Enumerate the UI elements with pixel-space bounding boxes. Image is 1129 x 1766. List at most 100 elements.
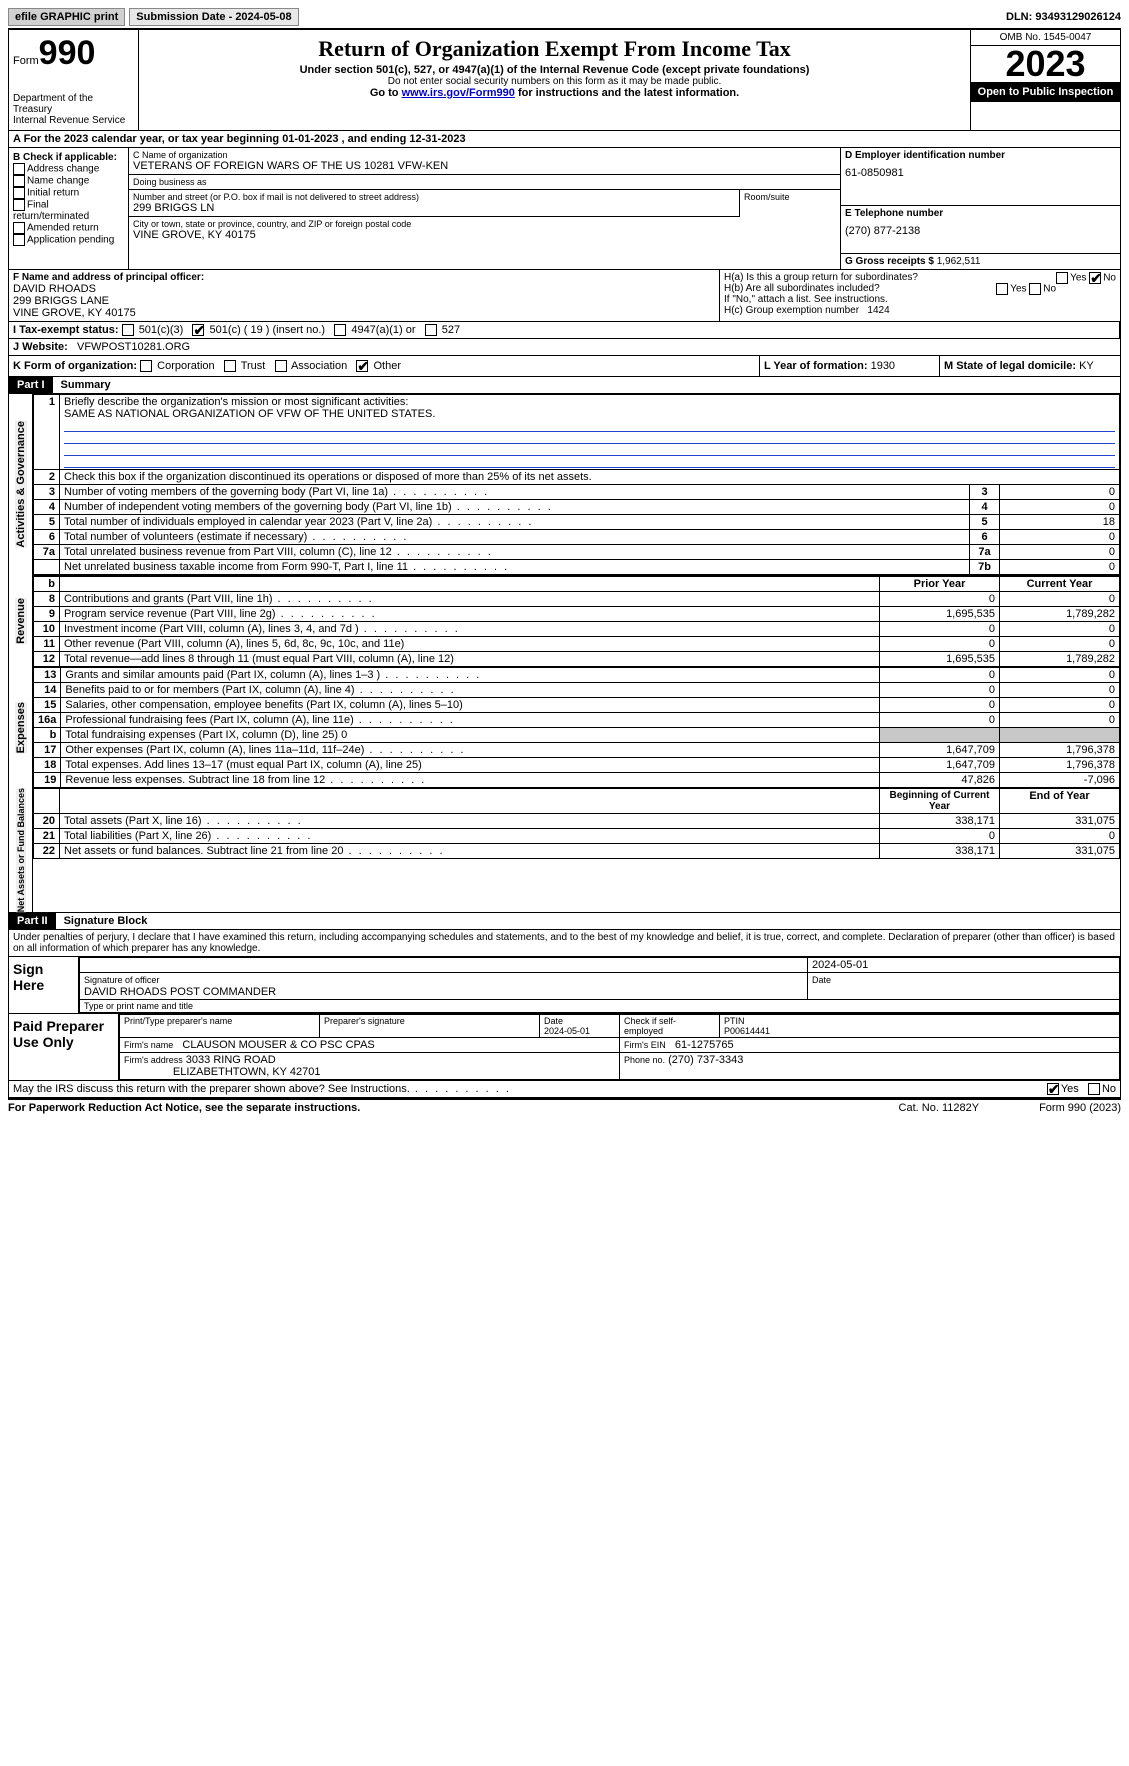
dba-label: Doing business as [133, 177, 836, 187]
exp-row: 17Other expenses (Part IX, column (A), l… [34, 743, 1120, 758]
hdr-prior: Prior Year [880, 576, 1000, 592]
opt-527: 527 [442, 324, 460, 336]
website-value: VFWPOST10281.ORG [77, 341, 190, 353]
gov-row: 7aTotal unrelated business revenue from … [34, 545, 1120, 560]
gov-val: 0 [1000, 500, 1120, 515]
form-header: Form990 Department of the Treasury Inter… [8, 30, 1121, 131]
check-assoc[interactable] [275, 360, 287, 372]
check-501c3[interactable] [122, 324, 134, 336]
opt-trust: Trust [241, 360, 266, 372]
side-revenue: Revenue [15, 598, 27, 644]
irs-link[interactable]: www.irs.gov/Form990 [402, 87, 515, 99]
opt-501c3: 501(c)(3) [139, 324, 184, 336]
hb-yes-check[interactable] [996, 283, 1008, 295]
firm-phone: (270) 737-3343 [668, 1054, 743, 1066]
gov-snum: 7b [970, 560, 1000, 575]
gov-row: 4Number of independent voting members of… [34, 500, 1120, 515]
row-a-taxyear: A For the 2023 calendar year, or tax yea… [8, 131, 1121, 148]
goto-post: for instructions and the latest informat… [515, 87, 739, 99]
rev-row: 11Other revenue (Part VIII, column (A), … [34, 637, 1120, 652]
paid-preparer-label: Paid Preparer Use Only [9, 1014, 119, 1080]
check-corp[interactable] [140, 360, 152, 372]
check-app-pending[interactable] [13, 234, 25, 246]
exp-curr [1000, 728, 1120, 743]
check-4947[interactable] [334, 324, 346, 336]
revenue-table: bPrior YearCurrent Year 8Contributions a… [33, 575, 1120, 667]
hdr-curr: Current Year [1000, 576, 1120, 592]
hb-no: No [1043, 284, 1056, 295]
ptin-value: P00614441 [724, 1026, 770, 1036]
exp-text: Total expenses. Add lines 13–17 (must eq… [61, 758, 880, 773]
gov-text: Total number of volunteers (estimate if … [60, 530, 970, 545]
hc-value: 1424 [867, 305, 889, 316]
gross-value: 1,962,511 [937, 256, 981, 267]
exp-prior: 1,647,709 [880, 743, 1000, 758]
prep-date-label: Date [544, 1016, 563, 1026]
exp-text: Salaries, other compensation, employee b… [61, 698, 880, 713]
gov-row: 5Total number of individuals employed in… [34, 515, 1120, 530]
hb-label: H(b) Are all subordinates included? [724, 283, 880, 294]
ptin-label: PTIN [724, 1016, 745, 1026]
gov-row: 3Number of voting members of the governi… [34, 485, 1120, 500]
opt-corp: Corporation [157, 360, 214, 372]
row-j-label: J Website: [13, 341, 68, 353]
rev-prior: 0 [880, 622, 1000, 637]
self-emp-label: Check if self-employed [624, 1016, 676, 1036]
check-trust[interactable] [224, 360, 236, 372]
exp-row: 14Benefits paid to or for members (Part … [34, 683, 1120, 698]
gov-text: Total number of individuals employed in … [60, 515, 970, 530]
part1-title: Summary [53, 377, 119, 393]
check-other[interactable] [356, 360, 368, 372]
discuss-no-check[interactable] [1088, 1083, 1100, 1095]
exp-text: Other expenses (Part IX, column (A), lin… [61, 743, 880, 758]
row-l-label: L Year of formation: [764, 360, 868, 372]
check-amended[interactable] [13, 222, 25, 234]
ha-no-check[interactable] [1089, 272, 1101, 284]
firm-addr: 3033 RING ROAD [186, 1054, 276, 1066]
form-number: 990 [39, 34, 96, 72]
netassets-table: Beginning of Current YearEnd of Year 20T… [33, 788, 1120, 859]
exp-curr: 0 [1000, 683, 1120, 698]
rev-text: Investment income (Part VIII, column (A)… [60, 622, 880, 637]
rev-prior: 0 [880, 637, 1000, 652]
hdr-begin: Beginning of Current Year [880, 789, 1000, 814]
net-curr: 331,075 [1000, 844, 1120, 859]
discuss-yes: Yes [1061, 1083, 1079, 1095]
side-netassets: Net Assets or Fund Balances [16, 788, 26, 912]
check-final-return[interactable] [13, 199, 25, 211]
officer-addr2: VINE GROVE, KY 40175 [13, 307, 715, 319]
expenses-table: 13Grants and similar amounts paid (Part … [33, 667, 1120, 788]
l2-text: Check this box if the organization disco… [60, 470, 1120, 485]
rev-prior: 1,695,535 [880, 652, 1000, 667]
ha-no: No [1103, 273, 1116, 284]
opt-501c: 501(c) ( 19 ) (insert no.) [210, 324, 326, 336]
rev-text: Total revenue—add lines 8 through 11 (mu… [60, 652, 880, 667]
check-501c[interactable] [192, 324, 204, 336]
governance-table: 1 Briefly describe the organization's mi… [33, 394, 1120, 575]
cat-no: Cat. No. 11282Y [899, 1102, 980, 1114]
gov-text: Number of voting members of the governin… [60, 485, 970, 500]
check-initial-return[interactable] [13, 187, 25, 199]
hb-no-check[interactable] [1029, 283, 1041, 295]
rev-text: Other revenue (Part VIII, column (A), li… [60, 637, 880, 652]
efile-button[interactable]: efile GRAPHIC print [8, 8, 125, 26]
net-row: 22Net assets or fund balances. Subtract … [34, 844, 1120, 859]
state-domicile: KY [1079, 360, 1094, 372]
hdr-end: End of Year [1000, 789, 1120, 814]
lbl-amended: Amended return [27, 223, 99, 234]
net-text: Net assets or fund balances. Subtract li… [60, 844, 880, 859]
exp-row: 15Salaries, other compensation, employee… [34, 698, 1120, 713]
hc-label: H(c) Group exemption number [724, 305, 859, 316]
dept-treasury: Department of the Treasury [13, 93, 134, 115]
discuss-yes-check[interactable] [1047, 1083, 1059, 1095]
net-text: Total assets (Part X, line 16) [60, 814, 880, 829]
opt-other: Other [373, 360, 401, 372]
check-name-change[interactable] [13, 175, 25, 187]
prep-name-label: Print/Type preparer's name [120, 1015, 320, 1038]
check-address-change[interactable] [13, 163, 25, 175]
ha-yes-check[interactable] [1056, 272, 1068, 284]
exp-row: bTotal fundraising expenses (Part IX, co… [34, 728, 1120, 743]
net-prior: 338,171 [880, 814, 1000, 829]
firm-phone-label: Phone no. [624, 1055, 665, 1065]
check-527[interactable] [425, 324, 437, 336]
